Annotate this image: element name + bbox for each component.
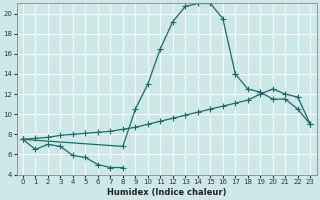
X-axis label: Humidex (Indice chaleur): Humidex (Indice chaleur) [107, 188, 226, 197]
